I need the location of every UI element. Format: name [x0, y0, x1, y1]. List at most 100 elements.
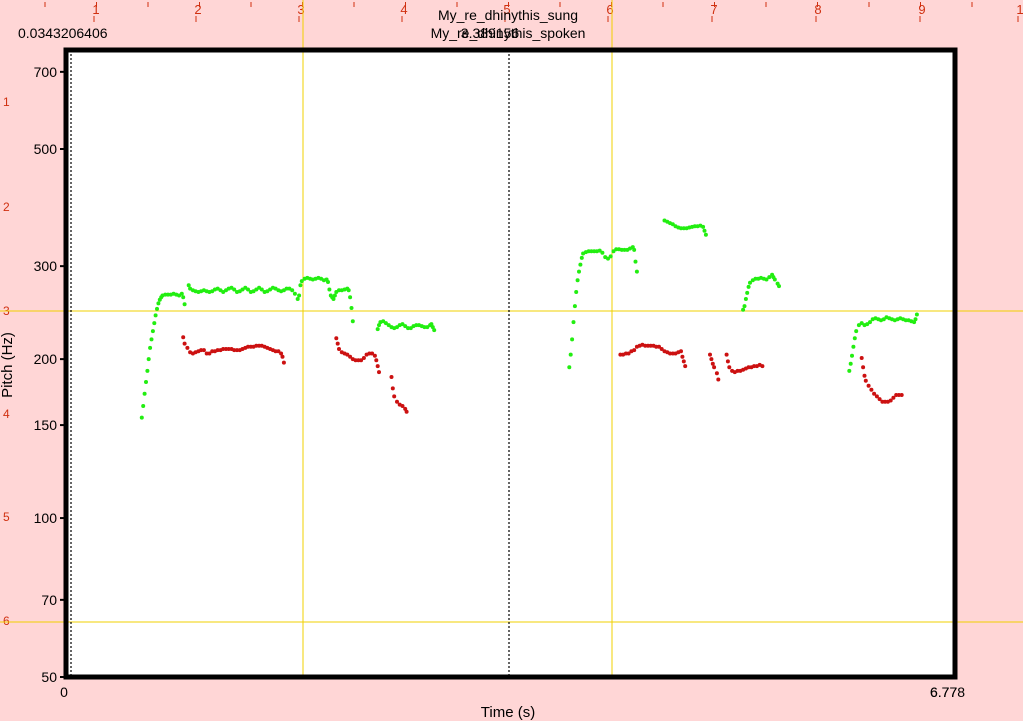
- spoken-pitch-point: [335, 341, 340, 346]
- sung-pitch-point: [865, 322, 870, 327]
- sung-pitch-point: [156, 301, 161, 306]
- sung-pitch-point: [403, 324, 408, 329]
- sung-pitch-point: [579, 255, 584, 260]
- sung-pitch-point: [375, 327, 380, 332]
- spoken-pitch-point: [221, 347, 226, 351]
- spoken-pitch-point: [207, 351, 212, 356]
- spoken-pitch-point: [337, 347, 341, 351]
- sung-pitch-point: [622, 247, 627, 252]
- sung-pitch-point: [149, 337, 154, 342]
- y-tick-label: 700: [34, 64, 58, 80]
- sung-pitch-point: [181, 295, 186, 300]
- spoken-pitch-point: [375, 364, 380, 369]
- sung-pitch-point: [144, 380, 148, 384]
- sung-pitch-point: [145, 368, 150, 373]
- y-tick-label: 200: [34, 351, 58, 367]
- sung-pitch-point: [298, 283, 303, 288]
- sung-pitch-point: [150, 329, 155, 334]
- sung-pitch-point: [153, 313, 158, 318]
- sung-pitch-point: [326, 280, 330, 284]
- spoken-pitch-point: [654, 344, 659, 349]
- sung-pitch-point: [295, 297, 300, 301]
- spoken-pitch-point: [372, 353, 377, 358]
- spoken-pitch-point: [896, 393, 901, 397]
- sung-pitch-point: [681, 226, 686, 231]
- top-ruler-label: 6: [606, 2, 613, 17]
- sung-pitch-point: [182, 302, 187, 307]
- sung-pitch-point: [146, 357, 151, 362]
- sung-pitch-point: [572, 304, 577, 309]
- sung-pitch-point: [589, 249, 594, 254]
- spoken-pitch-point: [626, 351, 631, 356]
- spoken-pitch-point: [199, 348, 204, 353]
- sung-pitch-point: [701, 224, 706, 229]
- sung-pitch-point: [702, 228, 707, 233]
- sung-pitch-point: [748, 280, 752, 285]
- sung-pitch-point: [742, 304, 747, 309]
- cursor-time-overlay: 3.389156: [461, 25, 520, 41]
- spoken-pitch-point: [874, 394, 879, 399]
- top-ruler-label: 5: [503, 2, 510, 17]
- spoken-pitch-point: [361, 356, 366, 360]
- spoken-pitch-point: [712, 365, 717, 370]
- sung-pitch-point: [155, 306, 159, 311]
- x-end-label-b: 6.77: [930, 684, 957, 700]
- sung-pitch-point: [743, 297, 748, 301]
- top-ruler: 1 2 3 4 5 6 7 8 9 1: [44, 2, 1023, 22]
- sung-pitch-point: [348, 295, 353, 300]
- spoken-pitch-point: [181, 335, 186, 340]
- sung-pitch-point: [914, 312, 919, 317]
- sung-pitch-point: [611, 249, 616, 254]
- spoken-pitch-point: [899, 393, 904, 397]
- sung-pitch-point: [570, 337, 575, 342]
- top-ruler-label: 1: [1016, 2, 1023, 17]
- spoken-pitch-point: [215, 348, 220, 353]
- grid: [0, 0, 1023, 677]
- sung-pitch-point: [859, 321, 864, 326]
- left-ruler-label: 1: [3, 95, 10, 109]
- spoken-pitch-point: [404, 409, 409, 414]
- spoken-pitch-point: [232, 348, 237, 353]
- left-ruler-label: 2: [3, 200, 10, 214]
- top-ruler-label: 8: [814, 2, 821, 17]
- spoken-pitch-point: [680, 354, 685, 359]
- sung-pitch-point: [772, 277, 777, 282]
- y-tick-label: 300: [34, 258, 58, 274]
- spoken-pitch-point: [862, 373, 867, 378]
- left-ruler-label: 4: [3, 407, 10, 421]
- sung-pitch-point: [767, 275, 772, 280]
- y-tick-label: 150: [34, 417, 58, 433]
- spoken-pitch-point: [657, 344, 661, 349]
- sung-pitch-point: [568, 352, 573, 357]
- sung-pitch-point: [868, 320, 872, 325]
- sung-pitch-point: [852, 336, 857, 341]
- sung-pitch-point: [633, 259, 638, 264]
- spoken-pitch-point: [683, 364, 688, 369]
- spoken-pitch-point: [891, 395, 896, 400]
- y-tick-label: 70: [41, 592, 57, 608]
- top-ruler-label: 4: [400, 2, 407, 17]
- sung-pitch-point: [850, 353, 854, 358]
- spoken-pitch-point: [246, 344, 250, 349]
- sung-pitch-point: [903, 318, 908, 323]
- spoken-pitch-point: [746, 365, 751, 370]
- spoken-pitch-point: [681, 359, 686, 364]
- sung-pitch-point: [166, 292, 170, 297]
- sung-pitch-point: [331, 297, 336, 301]
- spoken-pitch-point: [632, 348, 637, 353]
- sung-pitch-point: [290, 288, 295, 293]
- spoken-pitch-point: [709, 357, 714, 362]
- sung-pitch-point: [741, 307, 746, 312]
- sung-pitch-point: [746, 284, 751, 289]
- sung-pitch-point: [854, 329, 859, 334]
- sung-pitch-point: [753, 276, 758, 281]
- sung-pitch-point: [377, 323, 381, 328]
- sung-pitch-point: [777, 284, 781, 289]
- spoken-pitch-point: [679, 349, 683, 354]
- sung-pitch-point: [764, 277, 769, 282]
- spoken-pitch-point: [859, 356, 864, 360]
- sung-pitch-point: [571, 320, 576, 325]
- y-axis: 50 70 100 150 200 300 500 700: [34, 64, 66, 685]
- spoken-pitch-point: [668, 351, 672, 356]
